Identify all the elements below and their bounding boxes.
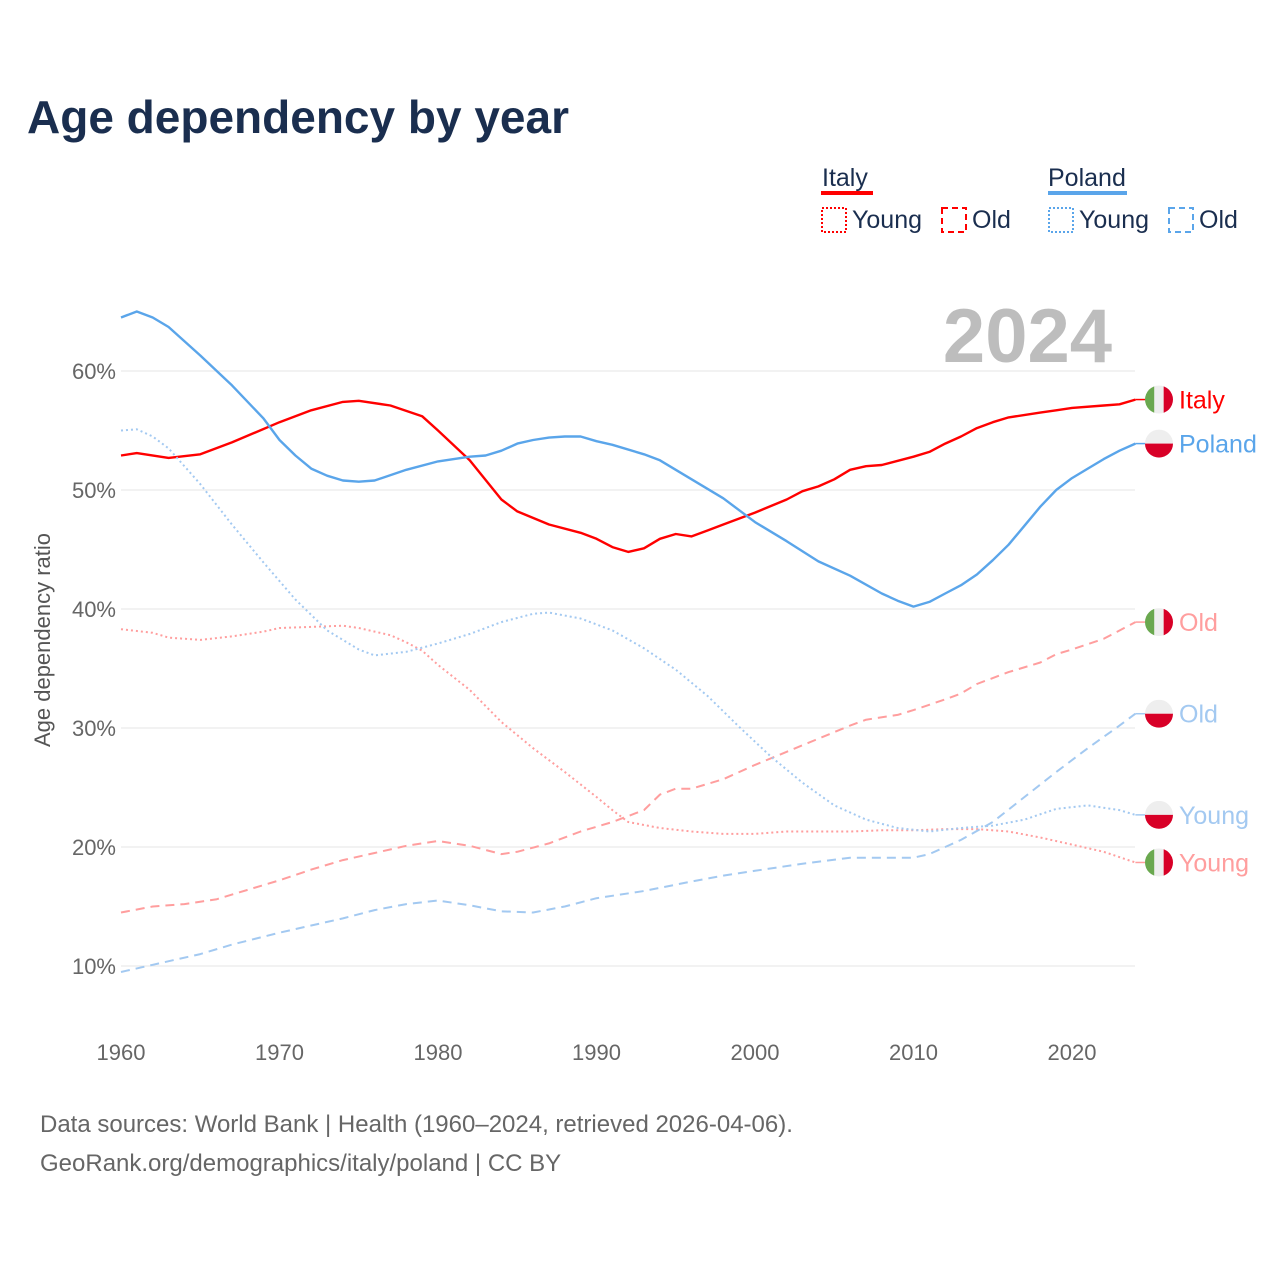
italy-flag-icon: [1145, 608, 1173, 637]
series-line-poland-young[interactable]: [120, 428, 1136, 833]
x-tick-label: 1980: [414, 1040, 463, 1065]
legend-italy-label: Italy: [822, 164, 868, 192]
x-tick-label: 2000: [731, 1040, 780, 1065]
legend-italy-old-swatch: [941, 207, 967, 233]
series-line-poland[interactable]: [120, 310, 1136, 608]
legend-italy[interactable]: Italy Young Old: [821, 164, 1011, 234]
legend-italy-swatch: [821, 191, 873, 195]
x-tick-label: 1970: [255, 1040, 304, 1065]
legend-poland-old-label: Old: [1199, 206, 1238, 234]
legend-poland[interactable]: Poland Young Old: [1048, 164, 1238, 234]
poland-flag-icon: [1145, 800, 1173, 829]
x-tick-label: 2020: [1048, 1040, 1097, 1065]
italy-flag-icon: [1145, 385, 1173, 414]
year-watermark: 2024: [943, 294, 1112, 379]
legend-poland-young-swatch: [1048, 207, 1074, 233]
chart-title: Age dependency by year: [27, 91, 569, 143]
legend-italy-old-label: Old: [972, 206, 1011, 234]
y-tick-label: 30%: [72, 716, 116, 741]
y-tick-label: 50%: [72, 478, 116, 503]
credit-link[interactable]: GeoRank.org/demographics/italy/poland | …: [40, 1150, 561, 1177]
legend: Italy Young Old Poland Young Old: [821, 164, 1238, 234]
y-tick-label: 40%: [72, 597, 116, 622]
end-label: Young: [1179, 802, 1249, 830]
series-line-italy-young[interactable]: [120, 624, 1136, 864]
source-note: Data sources: World Bank | Health (1960–…: [40, 1111, 793, 1138]
end-label: Old: [1179, 701, 1218, 729]
grid: 10% 20% 30% 40% 50% 60% 1960 1970 1980 1990 2000 20…: [72, 359, 1135, 1065]
end-label: Italy: [1179, 387, 1225, 415]
end-label: Poland: [1179, 431, 1257, 459]
series-line-italy-old[interactable]: [120, 621, 1136, 914]
x-tick-label: 1960: [97, 1040, 146, 1065]
x-tick-label: 1990: [572, 1040, 621, 1065]
series-lines: [120, 310, 1136, 973]
legend-italy-young-label: Young: [852, 206, 922, 234]
y-tick-label: 10%: [72, 954, 116, 979]
end-labels: Italy Poland Young Old Young Old: [1135, 385, 1257, 877]
y-axis-label: Age dependency ratio: [30, 533, 55, 747]
x-tick-label: 2010: [889, 1040, 938, 1065]
end-label: Young: [1179, 849, 1249, 877]
legend-italy-young-swatch: [821, 207, 847, 233]
end-label: Old: [1179, 609, 1218, 637]
y-tick-label: 60%: [72, 359, 116, 384]
poland-flag-icon: [1145, 429, 1173, 458]
legend-poland-young-label: Young: [1079, 206, 1149, 234]
legend-poland-swatch: [1048, 191, 1127, 195]
series-line-poland-old[interactable]: [120, 712, 1136, 973]
series-line-italy[interactable]: [120, 398, 1136, 554]
italy-flag-icon: [1145, 848, 1173, 877]
legend-poland-old-swatch: [1168, 207, 1194, 233]
poland-flag-icon: [1145, 699, 1173, 728]
legend-poland-label: Poland: [1048, 164, 1126, 192]
y-tick-label: 20%: [72, 835, 116, 860]
